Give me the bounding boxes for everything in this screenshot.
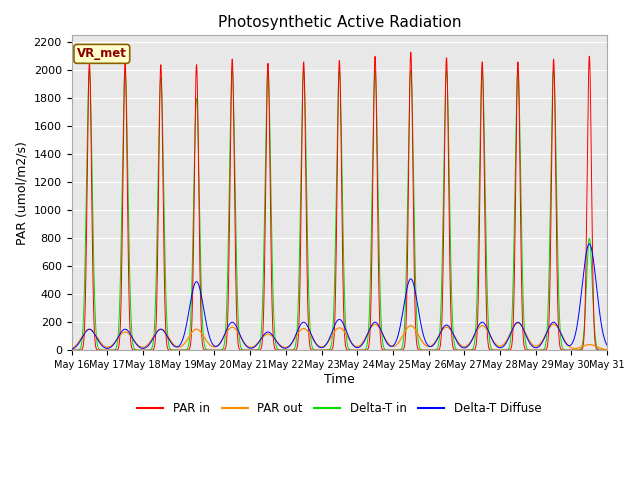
Title: Photosynthetic Active Radiation: Photosynthetic Active Radiation — [218, 15, 461, 30]
Legend: PAR in, PAR out, Delta-T in, Delta-T Diffuse: PAR in, PAR out, Delta-T in, Delta-T Dif… — [132, 397, 546, 420]
Y-axis label: PAR (umol/m2/s): PAR (umol/m2/s) — [15, 141, 28, 245]
Text: VR_met: VR_met — [77, 48, 127, 60]
X-axis label: Time: Time — [324, 372, 355, 386]
